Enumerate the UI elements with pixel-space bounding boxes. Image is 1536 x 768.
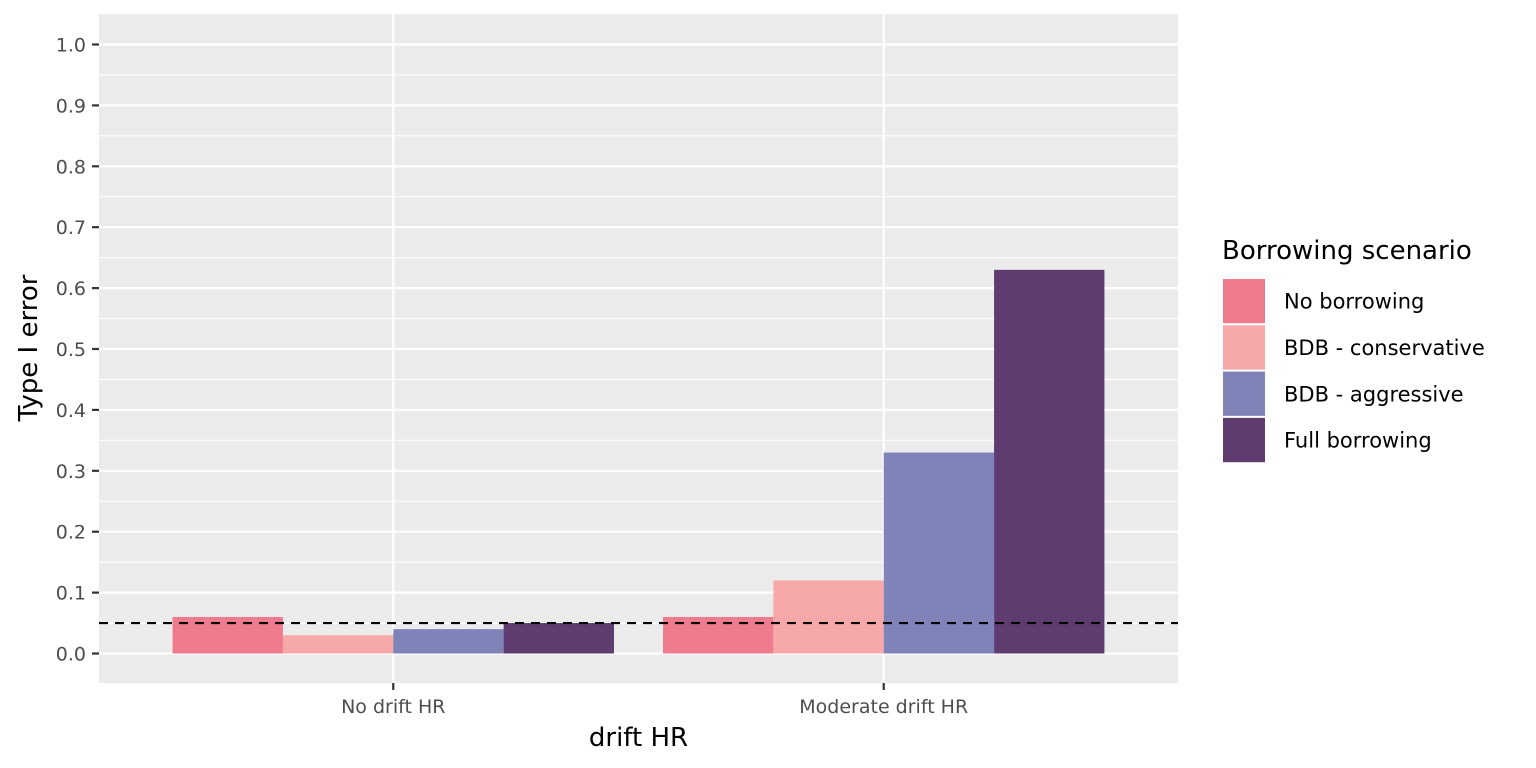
legend-title: Borrowing scenario: [1222, 236, 1472, 266]
y-axis: 0.0 0.1 0.2 0.3 0.4 0.5 0.6 0.7 0.8 0.9 1.0: [56, 35, 99, 666]
legend-label: Full borrowing: [1284, 429, 1432, 453]
legend-key: [1221, 369, 1267, 418]
y-tick-label: 0.2: [56, 522, 86, 544]
y-tick-label: 0.6: [56, 278, 86, 300]
y-tick-label: 0.1: [56, 583, 86, 605]
legend-key: [1221, 277, 1267, 326]
bar: [282, 635, 394, 654]
x-tick-label: No drift HR: [341, 696, 445, 718]
y-tick-label: 0.7: [56, 217, 86, 239]
minor-gridlines: [99, 74, 1178, 624]
y-tick-label: 1.0: [56, 35, 86, 57]
legend-label: BDB - aggressive: [1284, 382, 1464, 406]
legend-label: No borrowing: [1284, 290, 1424, 314]
legend-label: BDB - conservative: [1284, 336, 1485, 360]
y-tick-label: 0.4: [56, 400, 86, 422]
y-tick-label: 0.9: [56, 95, 86, 117]
y-tick-label: 0.5: [56, 339, 86, 361]
y-tick-label: 0.3: [56, 461, 86, 483]
bar: [503, 623, 614, 654]
x-tick-label: Moderate drift HR: [799, 696, 968, 718]
bar: [883, 452, 995, 654]
y-axis-title: Type I error: [14, 274, 44, 422]
legend: Borrowing scenario No borrowing BDB - con…: [1221, 236, 1485, 465]
bar: [994, 269, 1105, 654]
x-axis: No drift HR Moderate drift HR: [341, 683, 968, 718]
bars: [172, 269, 1105, 654]
bar: [773, 580, 884, 654]
legend-key: [1221, 323, 1267, 372]
legend-key: [1221, 415, 1267, 465]
x-axis-title: drift HR: [589, 723, 688, 753]
y-tick-label: 0.0: [56, 644, 86, 666]
bar: [393, 629, 504, 654]
y-tick-label: 0.8: [56, 156, 86, 178]
